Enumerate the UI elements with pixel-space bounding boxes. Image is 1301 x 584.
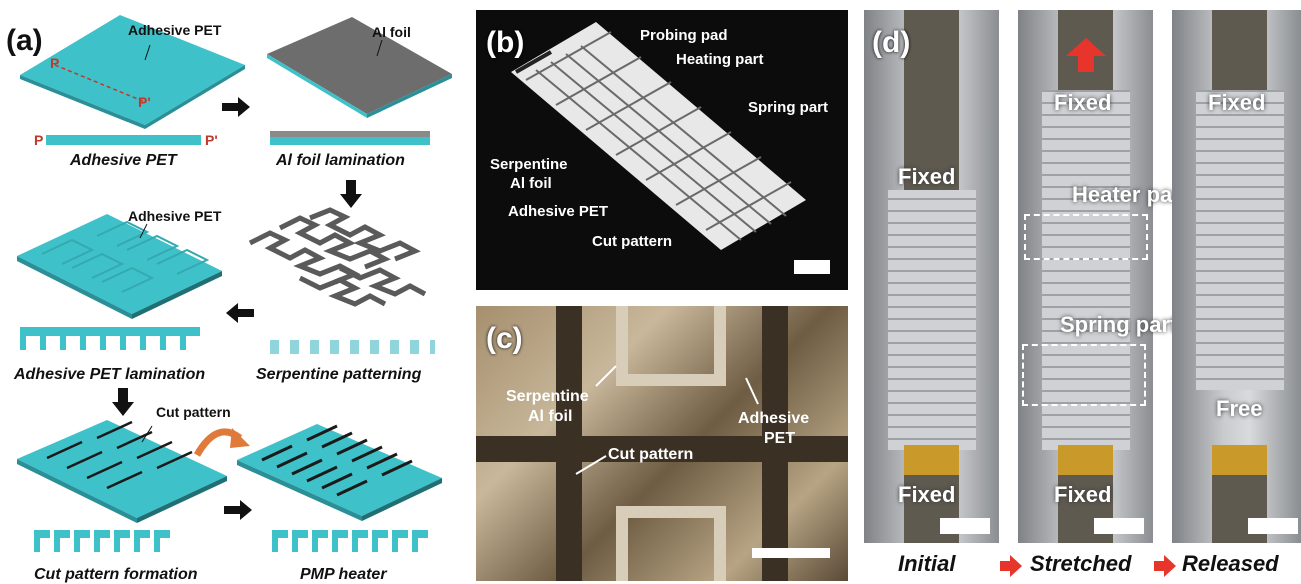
state-released: Released [1182, 551, 1279, 576]
horizontal-cut [476, 436, 848, 462]
scale-bar-released [1248, 518, 1298, 534]
p-prime-marker-bottom: P' [205, 132, 218, 148]
step2-cross-section [270, 131, 430, 137]
step2-label: Al foil [372, 24, 411, 40]
step4-pet-laminated [17, 214, 222, 319]
arrow-right-2 [224, 500, 252, 520]
serpentine-label-b: Serpentine [490, 156, 568, 173]
stretch-up-arrow [1066, 38, 1106, 72]
free-label: Free [1216, 396, 1263, 421]
gold-pad-released [1212, 445, 1267, 475]
photo-released [1172, 10, 1301, 543]
panel-b-letter: (b) [486, 26, 525, 59]
film-stretched [1042, 90, 1130, 450]
arrow-left-1 [226, 303, 254, 323]
arrow-down-2 [112, 388, 134, 416]
heater-part-label: Heater part [1072, 182, 1189, 207]
state-initial: Initial [898, 551, 956, 576]
step5-caption: Cut pattern formation [34, 566, 198, 583]
film-initial [888, 190, 976, 450]
probing-pad-label: Probing pad [640, 27, 728, 44]
scale-bar-initial [940, 518, 990, 534]
serpentine-trace-bottom [616, 506, 726, 581]
spring-part-label: Spring part [748, 99, 829, 116]
photo-initial [864, 10, 999, 543]
heater-sample [511, 22, 806, 250]
adhesive-label-c: Adhesive [738, 410, 810, 427]
cut-pattern-label-b: Cut pattern [592, 233, 672, 250]
panel-c-photo [476, 306, 848, 581]
p-marker-bottom: P [34, 132, 44, 148]
panel-b-photo [476, 10, 848, 290]
step2-caption: Al foil lamination [276, 152, 405, 169]
panel-b-scale-bar [794, 260, 830, 274]
step5-label: Cut pattern [156, 404, 231, 420]
panel-c-letter: (c) [486, 322, 523, 355]
step1-pet-sheet [20, 15, 245, 129]
step3-serpentine [248, 207, 427, 307]
clamp-top-released [1212, 10, 1267, 90]
fixed-bottom-initial: Fixed [898, 482, 956, 507]
step3-cross-section [270, 340, 435, 354]
gold-pad-initial [904, 445, 959, 475]
step5-cross-section-fingers [34, 538, 174, 552]
serpentine-label-c: Serpentine [506, 388, 589, 405]
step6-cross-section-top [272, 530, 432, 538]
arrow-right-1 [222, 97, 250, 117]
pet-label-c: PET [764, 430, 796, 447]
step1-caption: Adhesive PET [70, 152, 177, 169]
p-marker-top: P [50, 55, 60, 71]
arrow-down-1 [340, 180, 362, 208]
step3-caption: Serpentine patterning [256, 366, 422, 383]
step6-pmp-heater [237, 424, 442, 521]
panel-a-letter: (a) [6, 24, 43, 57]
step6-cross-section-fingers [272, 538, 432, 552]
al-foil-label-b: Al foil [510, 175, 552, 192]
heating-part-label: Heating part [676, 51, 764, 68]
scale-bar-stretched [1094, 518, 1144, 534]
step6-caption: PMP heater [300, 566, 387, 583]
photo-stretched [1018, 10, 1153, 543]
fixed-top-initial: Fixed [898, 164, 956, 189]
p-prime-marker-top: P' [138, 94, 151, 110]
clamp-top-initial [904, 10, 959, 200]
panel-c-pointers [575, 365, 759, 475]
step1-label: Adhesive PET [128, 22, 222, 38]
step2-cross-section-pet [270, 137, 430, 145]
state-stretched: Stretched [1030, 551, 1132, 576]
step5-cross-section-top [34, 530, 174, 538]
state-arrow-2 [1154, 555, 1176, 577]
panel-c-scale-bar [752, 548, 830, 558]
step4-cross-section-fingers [20, 336, 200, 350]
step4-caption: Adhesive PET lamination [14, 366, 206, 383]
gold-pad-stretched [1058, 445, 1113, 475]
panel-d-letter: (d) [872, 26, 911, 59]
fixed-top-released: Fixed [1208, 90, 1266, 115]
step4-cross-section-top [20, 327, 200, 336]
al-foil-label-c: Al foil [528, 408, 573, 425]
step5-cut-pattern [17, 420, 227, 523]
fixed-bottom-stretched: Fixed [1054, 482, 1112, 507]
spring-part-label-d: Spring part [1060, 312, 1178, 337]
film-released [1196, 90, 1284, 390]
step4-label: Adhesive PET [128, 208, 222, 224]
adhesive-pet-label-b: Adhesive PET [508, 203, 609, 220]
step2-foil-sheet [267, 17, 452, 118]
heater-part-box [1024, 214, 1148, 260]
step1-cross-section [46, 135, 201, 145]
cut-pattern-label-c: Cut pattern [608, 446, 694, 463]
curved-arrow [193, 428, 250, 457]
fixed-top-stretched: Fixed [1054, 90, 1112, 115]
serpentine-trace-top [616, 306, 726, 386]
spring-part-box [1022, 344, 1146, 406]
state-arrow-1 [1000, 555, 1022, 577]
